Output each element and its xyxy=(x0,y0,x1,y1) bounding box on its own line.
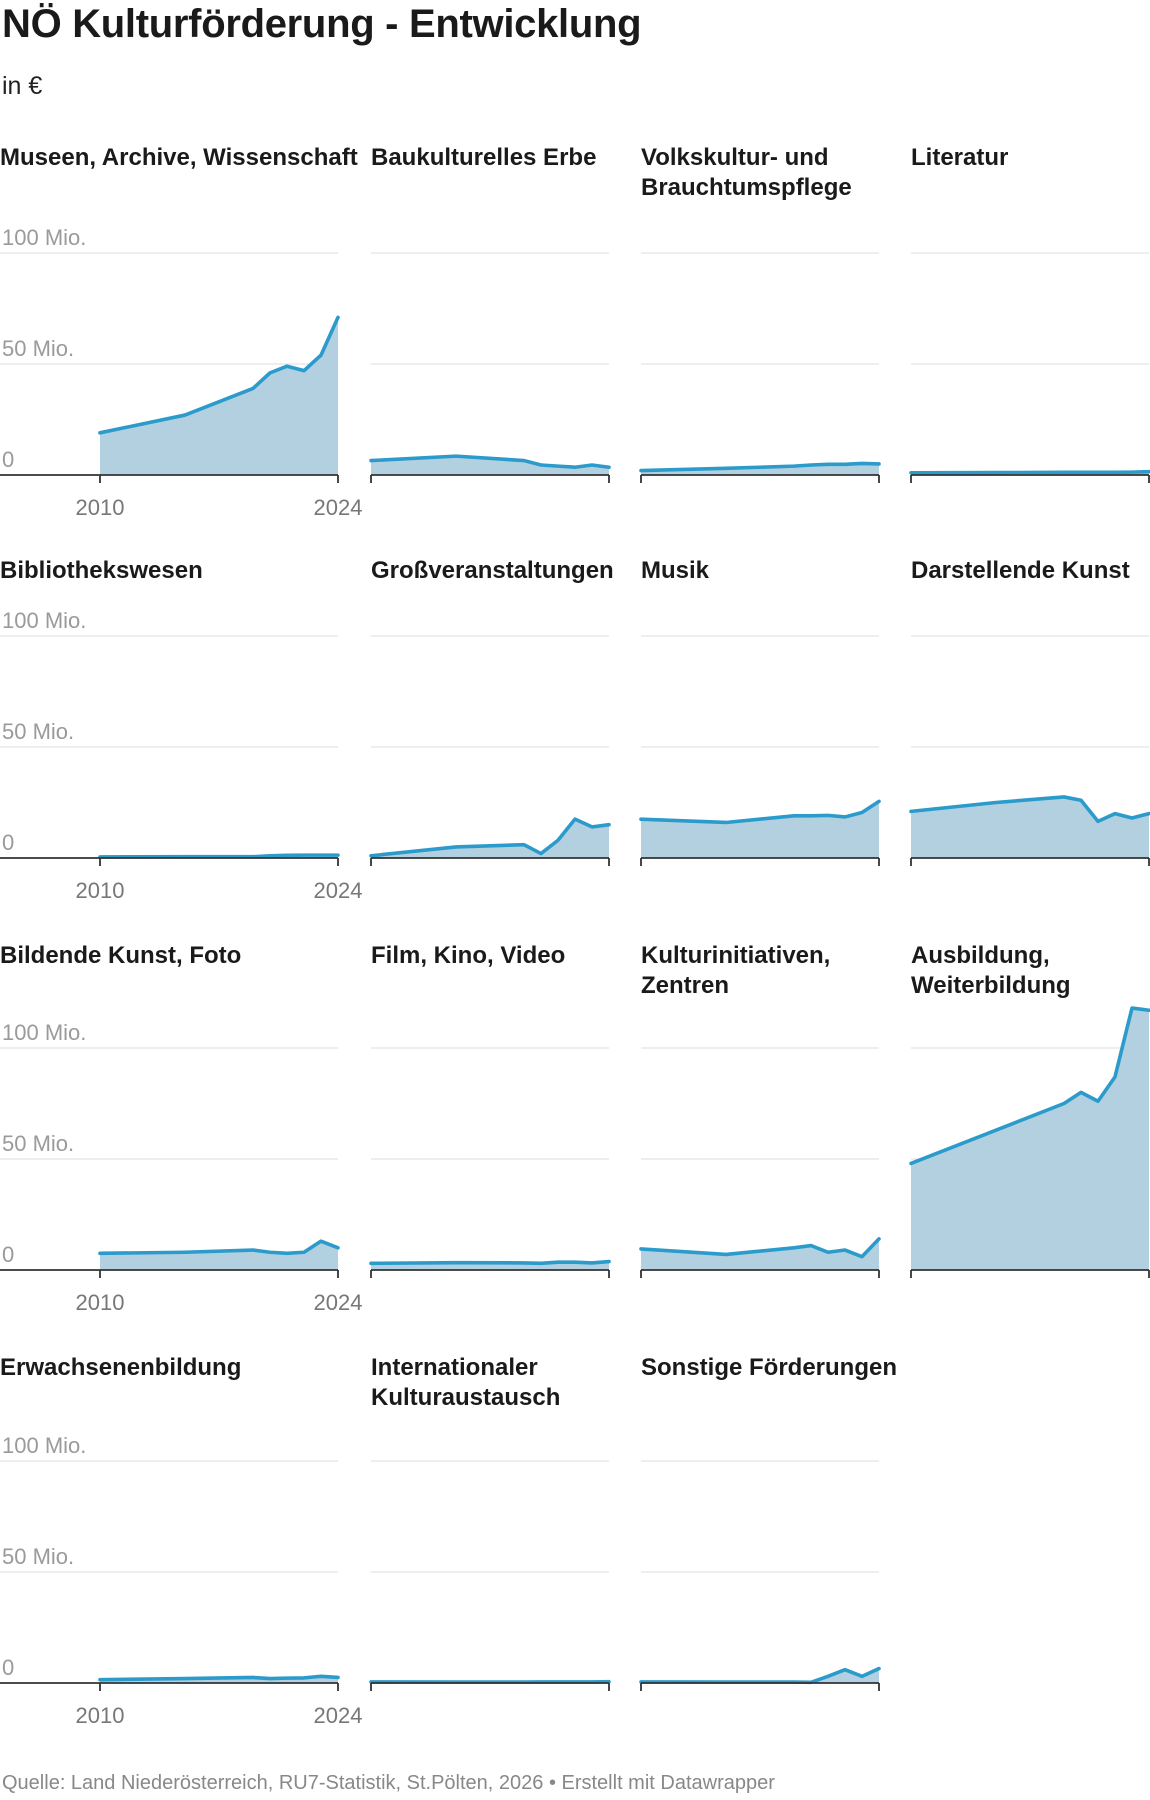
series-line xyxy=(369,1259,611,1266)
series-area xyxy=(911,1008,1149,1270)
series-line xyxy=(98,1674,340,1682)
x-tick-label: 2024 xyxy=(314,1703,363,1728)
panel-plot xyxy=(369,252,611,483)
panel-plot xyxy=(639,635,881,866)
panel-title: Volkskultur- und Brauchtumspflege xyxy=(641,144,852,201)
panel-title: Kulturinitiativen, Zentren xyxy=(641,942,831,999)
x-tick-label: 2024 xyxy=(314,878,363,903)
y-tick-label: 0 xyxy=(2,447,14,472)
x-tick-label: 2024 xyxy=(314,495,363,520)
series-area xyxy=(100,1241,338,1270)
series-line xyxy=(909,469,1150,475)
y-tick-label: 100 Mio. xyxy=(2,1020,86,1045)
series-line xyxy=(98,853,340,859)
series-area xyxy=(641,1238,879,1270)
panel-title: Musik xyxy=(641,557,710,584)
panel-plot: 0 50 Mio. 100 Mio. 2010 2024 xyxy=(0,1433,362,1728)
x-tick-label: 2010 xyxy=(76,878,125,903)
panel-plot: 0 50 Mio. 100 Mio. 2010 2024 xyxy=(0,225,362,520)
panel-plot xyxy=(909,1006,1150,1278)
panel-title: Internationaler Kulturaustausch xyxy=(371,1354,561,1411)
x-tick-label: 2024 xyxy=(314,1290,363,1315)
y-tick-label: 50 Mio. xyxy=(2,1544,74,1569)
series-area xyxy=(641,801,879,858)
panel-title: Film, Kino, Video xyxy=(371,942,566,969)
panel-plot xyxy=(369,1047,611,1278)
panel-plot: 0 50 Mio. 100 Mio. 2010 2024 xyxy=(0,608,362,903)
series-line xyxy=(98,315,340,435)
panel-plot xyxy=(639,1047,881,1278)
panel-title: Bildende Kunst, Foto xyxy=(0,942,242,969)
source-footer: Quelle: Land Niederösterreich, RU7-Stati… xyxy=(2,1772,775,1794)
series-line xyxy=(639,461,881,473)
panel-plot xyxy=(369,1460,611,1691)
panel-title: Großveranstaltungen xyxy=(371,557,614,584)
series-line xyxy=(909,795,1150,824)
y-tick-label: 50 Mio. xyxy=(2,336,74,361)
series-area xyxy=(371,456,609,475)
y-tick-label: 0 xyxy=(2,1655,14,1680)
panel-title: Sonstige Förderungen xyxy=(641,1354,898,1381)
panel-title: Museen, Archive, Wissenschaft xyxy=(0,144,358,171)
x-tick-label: 2010 xyxy=(76,495,125,520)
panel-title: Erwachsenenbildung xyxy=(0,1354,242,1381)
panel-plot xyxy=(639,252,881,483)
panel-title: Ausbildung, Weiterbildung xyxy=(911,942,1071,999)
panel-plot: 0 50 Mio. 100 Mio. 2010 2024 xyxy=(0,1020,362,1315)
panel-title: Literatur xyxy=(911,144,1009,171)
x-tick-label: 2010 xyxy=(76,1703,125,1728)
x-tick-label: 2010 xyxy=(76,1290,125,1315)
series-line xyxy=(98,1239,340,1256)
panel-plot xyxy=(639,1460,881,1691)
panel-plot xyxy=(909,635,1150,866)
series-area xyxy=(100,317,338,475)
y-tick-label: 0 xyxy=(2,1242,14,1267)
y-tick-label: 100 Mio. xyxy=(2,1433,86,1458)
y-tick-label: 0 xyxy=(2,830,14,855)
panel-title: Darstellende Kunst xyxy=(911,557,1130,584)
y-tick-label: 100 Mio. xyxy=(2,608,86,633)
y-tick-label: 50 Mio. xyxy=(2,1131,74,1156)
panel-plot xyxy=(369,635,611,866)
y-tick-label: 100 Mio. xyxy=(2,225,86,250)
series-line xyxy=(369,817,611,858)
panel-title: Bibliothekswesen xyxy=(0,557,203,584)
series-line xyxy=(369,454,611,470)
series-line xyxy=(909,1006,1150,1166)
page-subtitle: in € xyxy=(2,72,43,100)
panel-plot xyxy=(909,252,1150,483)
page-title: NÖ Kulturförderung - Entwicklung xyxy=(2,2,642,46)
series-line xyxy=(639,799,881,825)
panel-title: Baukulturelles Erbe xyxy=(371,144,597,171)
series-line xyxy=(639,1237,881,1259)
y-tick-label: 50 Mio. xyxy=(2,719,74,744)
